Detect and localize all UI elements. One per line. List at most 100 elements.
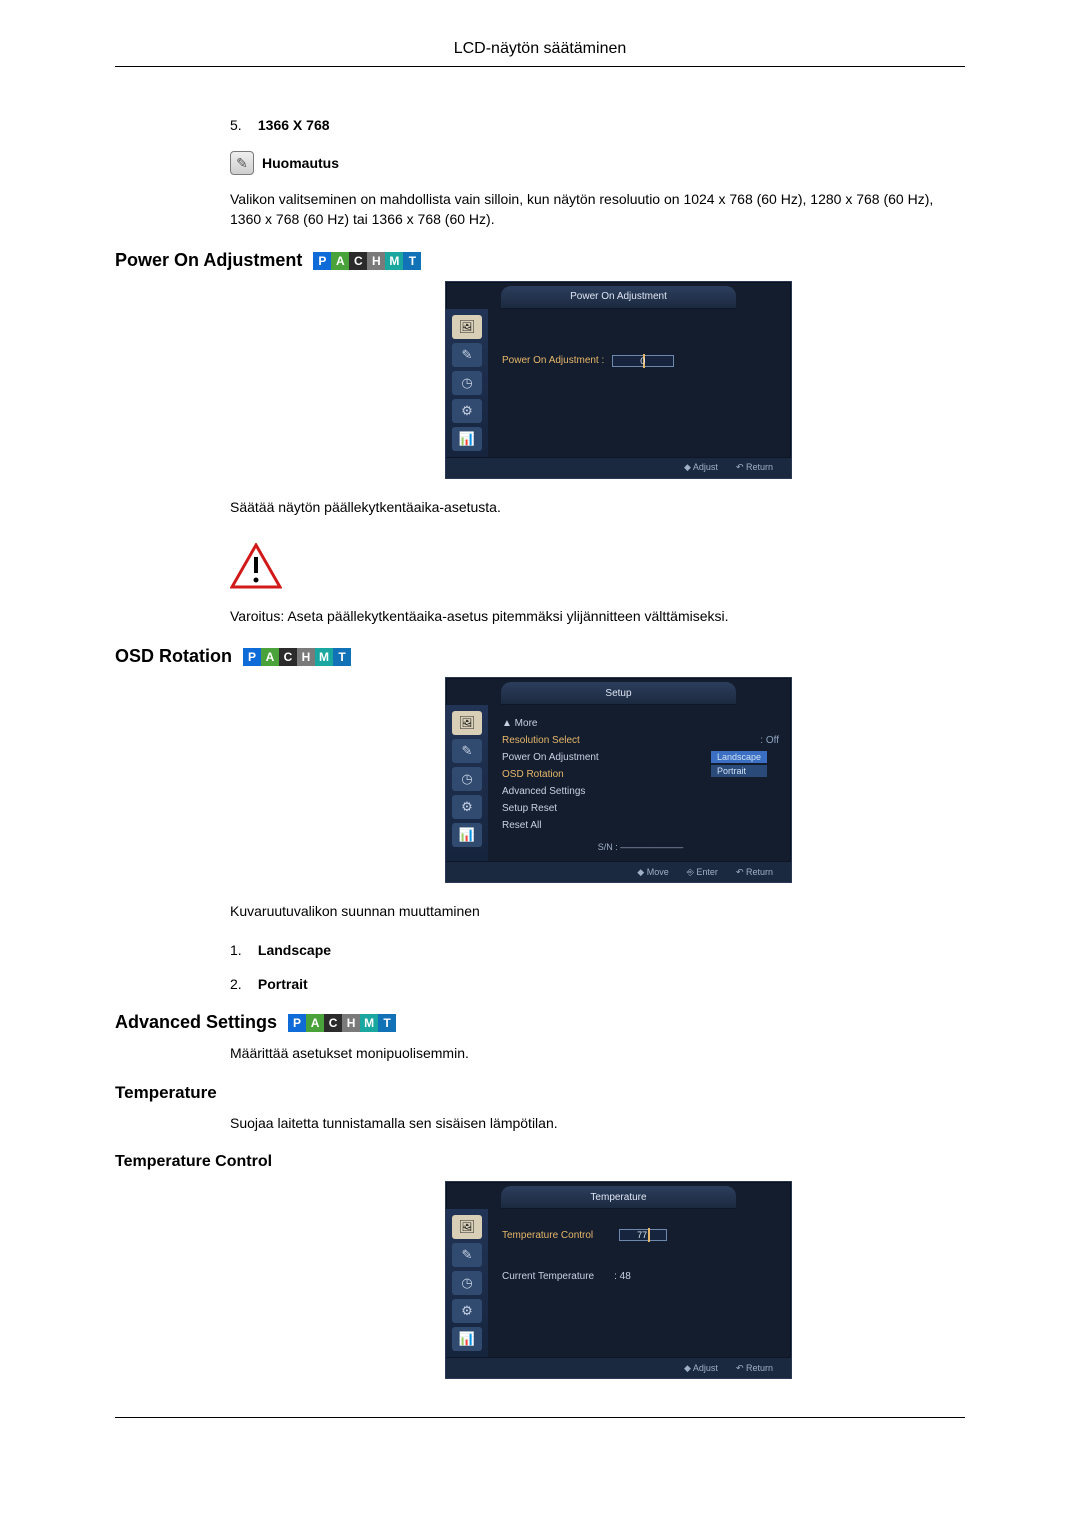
pachmt-letter-m: M bbox=[315, 648, 333, 666]
item-number: 1. bbox=[230, 942, 254, 958]
section-temperature-control-heading: Temperature Control bbox=[115, 1153, 965, 1171]
osd-sidebar: 🖼✎◷⚙📊 bbox=[446, 705, 488, 861]
osd-sidebar-icon: 📊 bbox=[452, 427, 482, 451]
osd-sidebar-icon: ⚙ bbox=[452, 795, 482, 819]
current-temp-value: : 48 bbox=[614, 1271, 631, 1282]
item-number: 2. bbox=[230, 976, 254, 992]
rotation-option-2: 2. Portrait bbox=[230, 976, 965, 992]
pachmt-letter-a: A bbox=[261, 648, 279, 666]
pachmt-badge: PACHMT bbox=[243, 648, 351, 666]
osd-sidebar-icon: ◷ bbox=[452, 1271, 482, 1295]
osd-footer-adjust: ◆ Adjust bbox=[684, 462, 718, 473]
osd-main: ▲ More Resolution Select: OffPower On Ad… bbox=[488, 705, 791, 861]
section-power-on-heading: Power On Adjustment PACHMT bbox=[115, 250, 965, 271]
osd-menu-list: ▲ More Resolution Select: OffPower On Ad… bbox=[502, 715, 779, 855]
note-icon: ✎ bbox=[230, 151, 254, 175]
osd-sidebar-icon: ⚙ bbox=[452, 399, 482, 423]
osd-sidebar-icon: ✎ bbox=[452, 1243, 482, 1267]
osd-footer-enter: ⎆ Enter bbox=[687, 867, 718, 878]
pachmt-letter-m: M bbox=[385, 252, 403, 270]
osd-footer-return: ↶ Return bbox=[736, 1363, 773, 1374]
pachmt-letter-h: H bbox=[367, 252, 385, 270]
note-label: Huomautus bbox=[262, 155, 339, 171]
osd-screenshot-temperature: Temperature 🖼✎◷⚙📊 Temperature Control 77… bbox=[445, 1181, 792, 1379]
pachmt-letter-m: M bbox=[360, 1014, 378, 1032]
temp-control-label: Temperature Control bbox=[502, 1230, 593, 1241]
pachmt-letter-h: H bbox=[297, 648, 315, 666]
pachmt-letter-t: T bbox=[403, 252, 421, 270]
pachmt-letter-a: A bbox=[331, 252, 349, 270]
osd-sidebar-icon: 📊 bbox=[452, 1327, 482, 1351]
advanced-para: Määrittää asetukset monipuolisemmin. bbox=[230, 1043, 965, 1063]
section-title: OSD Rotation bbox=[115, 646, 232, 666]
osd-title: Temperature bbox=[501, 1186, 736, 1209]
resolution-item-5: 5. 1366 X 768 bbox=[230, 117, 965, 133]
osd-main: Power On Adjustment : 0 bbox=[488, 309, 791, 457]
pachmt-letter-c: C bbox=[324, 1014, 342, 1032]
osd-menu-item: Advanced Settings bbox=[502, 783, 779, 800]
note-row: ✎ Huomautus bbox=[230, 151, 965, 175]
osd-field-label: Power On Adjustment : bbox=[502, 355, 604, 366]
section-advanced-heading: Advanced Settings PACHMT bbox=[115, 1012, 965, 1033]
power-on-warning: Varoitus: Aseta päällekytkentäaika-asetu… bbox=[230, 606, 965, 626]
pachmt-letter-t: T bbox=[378, 1014, 396, 1032]
item-label: Portrait bbox=[258, 976, 308, 992]
osd-sidebar-icon: 🖼 bbox=[452, 711, 482, 735]
page-header-title: LCD-näytön säätäminen bbox=[0, 40, 1080, 58]
pachmt-letter-t: T bbox=[333, 648, 351, 666]
osd-rotation-para: Kuvaruutuvalikon suunnan muuttaminen bbox=[230, 901, 965, 921]
section-title: Power On Adjustment bbox=[115, 250, 302, 270]
osd-option-landscape: Landscape bbox=[711, 751, 767, 763]
osd-more: ▲ More bbox=[502, 715, 779, 732]
osd-menu-item: Setup Reset bbox=[502, 800, 779, 817]
temperature-para: Suojaa laitetta tunnistamalla sen sisäis… bbox=[230, 1113, 965, 1133]
osd-title: Setup bbox=[501, 682, 736, 705]
item-label: 1366 X 768 bbox=[258, 117, 330, 133]
pachmt-letter-c: C bbox=[279, 648, 297, 666]
osd-sidebar-icon: ✎ bbox=[452, 739, 482, 763]
temp-control-value: 77 bbox=[637, 1230, 647, 1240]
section-title: Temperature Control bbox=[115, 1153, 272, 1170]
osd-sidebar-icon: ◷ bbox=[452, 371, 482, 395]
osd-footer-return: ↶ Return bbox=[736, 867, 773, 878]
osd-footer-move: ◆ Move bbox=[637, 867, 668, 878]
pachmt-letter-a: A bbox=[306, 1014, 324, 1032]
section-title: Temperature bbox=[115, 1083, 217, 1102]
note-paragraph: Valikon valitseminen on mahdollista vain… bbox=[230, 189, 965, 230]
pachmt-letter-h: H bbox=[342, 1014, 360, 1032]
osd-sidebar-icon: ⚙ bbox=[452, 1299, 482, 1323]
osd-title: Power On Adjustment bbox=[501, 286, 736, 309]
osd-option-portrait: Portrait bbox=[711, 765, 767, 777]
osd-options: Landscape Portrait bbox=[711, 751, 767, 777]
osd-sidebar-icon: 🖼 bbox=[452, 315, 482, 339]
osd-menu-item: Reset All bbox=[502, 817, 779, 834]
item-number: 5. bbox=[230, 117, 254, 133]
osd-screenshot-rotation: Setup 🖼✎◷⚙📊 ▲ More Resolution Select: Of… bbox=[445, 677, 792, 883]
osd-footer: ◆ Move ⎆ Enter ↶ Return bbox=[446, 861, 791, 882]
osd-sidebar: 🖼✎◷⚙📊 bbox=[446, 1209, 488, 1357]
pachmt-badge: PACHMT bbox=[313, 252, 421, 270]
section-title: Advanced Settings bbox=[115, 1012, 277, 1032]
osd-field-value: 0 bbox=[640, 356, 645, 366]
osd-footer-adjust: ◆ Adjust bbox=[684, 1363, 718, 1374]
pachmt-letter-p: P bbox=[313, 252, 331, 270]
osd-footer-return: ↶ Return bbox=[736, 462, 773, 473]
power-on-para: Säätää näytön päällekytkentäaika-asetust… bbox=[230, 497, 965, 517]
current-temp-label: Current Temperature bbox=[502, 1271, 594, 1282]
warning-icon bbox=[230, 543, 282, 589]
pachmt-letter-p: P bbox=[243, 648, 261, 666]
temp-slider-thumb bbox=[648, 1228, 650, 1242]
osd-screenshot-power-on: Power On Adjustment 🖼 ✎ ◷ ⚙ 📊 Power On Adjus… bbox=[445, 281, 792, 479]
section-temperature-heading: Temperature bbox=[115, 1083, 965, 1103]
osd-sidebar-icon: 📊 bbox=[452, 823, 482, 847]
pachmt-letter-c: C bbox=[349, 252, 367, 270]
osd-menu-item: Resolution Select: Off bbox=[502, 732, 779, 749]
rotation-option-1: 1. Landscape bbox=[230, 942, 965, 958]
osd-sidebar-icon: ✎ bbox=[452, 343, 482, 367]
osd-sn: S/N : ——————— bbox=[502, 840, 779, 855]
content-area: 5. 1366 X 768 ✎ Huomautus Valikon valits… bbox=[0, 67, 1080, 1417]
item-label: Landscape bbox=[258, 942, 331, 958]
osd-main: Temperature Control 77 Current Temperatu… bbox=[488, 1209, 791, 1357]
pachmt-badge: PACHMT bbox=[288, 1014, 396, 1032]
section-osd-rotation-heading: OSD Rotation PACHMT bbox=[115, 646, 965, 667]
